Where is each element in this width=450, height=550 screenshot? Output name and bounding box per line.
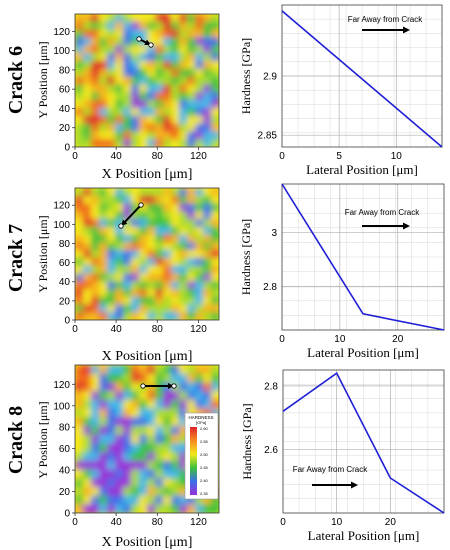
crack-indicator: [140, 383, 177, 389]
map-ytick-label: 0: [64, 509, 70, 520]
far-away-annotation: Far Away from Crack: [348, 15, 424, 24]
hardness-chart-crack-6: 0 5 10 2.85 2.9 Lateral Position [μm] Hardness…: [239, 4, 443, 177]
map-xtick-label: 120: [190, 517, 207, 528]
map-ytick-label: 80: [59, 423, 71, 434]
map-xtick-label: 80: [152, 151, 164, 162]
map-ytick-label: 100: [53, 220, 70, 231]
crack-label-6: Crack 6: [5, 46, 27, 114]
chart-xtick-label: 0: [280, 517, 286, 528]
map-ytick-label: 20: [59, 487, 71, 498]
map-ytick-label: 40: [59, 466, 71, 477]
chart-ytick-label: 2.85: [258, 131, 278, 142]
hardness-series-line: [281, 10, 443, 148]
colorbar-title: HARDNESS: [188, 415, 213, 420]
far-away-annotation: Far Away from Crack: [293, 465, 369, 474]
map-ytick-label: 0: [64, 316, 70, 327]
crack-indicator: [136, 36, 154, 48]
map-ytick-label: 60: [59, 444, 71, 455]
map-xtick-label: 0: [72, 517, 78, 528]
chart-xtick-label: 0: [279, 151, 285, 162]
map-xlabel-6: X Position [μm]: [102, 167, 193, 182]
chart-ytick-label: 3: [271, 228, 277, 239]
direction-arrow: [312, 481, 358, 489]
map-ytick-label: 60: [59, 85, 71, 96]
map-ytick-label: 20: [59, 296, 71, 307]
chart-frame: [281, 183, 445, 331]
chart-ytick-label: 2.8: [263, 282, 277, 293]
chart-xtick-label: 0: [279, 334, 285, 345]
direction-arrow: [362, 222, 410, 230]
colorbar: HARDNESS [GPa] 2.60 2.55 2.50 2.45 2.40 …: [184, 412, 219, 500]
map-xtick-label: 120: [190, 324, 207, 335]
crack-label-8: Crack 8: [5, 406, 27, 474]
map-ytick-label: 100: [53, 46, 70, 57]
map-ytick-label: 80: [59, 239, 71, 250]
hardness-map-crack-7: 0 40 80 120 0 20 40 60 80 100 120: [53, 187, 220, 335]
map-xlabel-8: X Position [μm]: [102, 535, 193, 550]
map-ylabel-7: Y Position [μm]: [36, 215, 50, 292]
chart-frame: [282, 369, 445, 514]
map-xtick-label: 80: [152, 517, 164, 528]
map-xtick-label: 0: [72, 151, 78, 162]
hardness-series-line: [282, 372, 445, 514]
map-ytick-label: 20: [59, 123, 71, 134]
colorbar-label: 2.40: [200, 478, 209, 483]
colorbar-label: 2.35: [200, 491, 209, 496]
chart-xlabel: Lateral Position [μm]: [308, 528, 420, 543]
chart-ylabel: Hardness [GPa]: [239, 38, 253, 114]
map-xtick-label: 40: [111, 517, 123, 528]
map-ytick-label: 100: [53, 401, 70, 412]
map-xtick-label: 80: [152, 324, 164, 335]
chart-grid: [282, 370, 444, 513]
chart-ytick-label: 2.6: [264, 445, 278, 456]
colorbar-unit: [GPa]: [196, 420, 206, 425]
chart-ytick-label: 2.8: [264, 381, 278, 392]
map-xtick-label: 120: [190, 151, 207, 162]
colorbar-label: 2.60: [200, 426, 209, 431]
colorbar-label: 2.55: [200, 439, 209, 444]
chart-xtick-label: 10: [391, 151, 403, 162]
map-xlabel-7: X Position [μm]: [102, 349, 193, 364]
map-ylabel-8: Y Position [μm]: [36, 401, 50, 478]
map-ytick-label: 120: [53, 27, 70, 38]
chart-frame: [281, 4, 443, 148]
map-ytick-label: 0: [64, 143, 70, 154]
chart-ylabel: Hardness [GPa]: [239, 219, 253, 295]
map-xtick-label: 40: [111, 151, 123, 162]
map-xtick-label: 0: [72, 324, 78, 335]
chart-xtick-label: 10: [331, 517, 343, 528]
crack-label-7: Crack 7: [5, 224, 27, 292]
map-ytick-label: 120: [53, 201, 70, 212]
chart-xtick-label: 20: [385, 517, 397, 528]
hardness-map-crack-6: 0 40 80 120 0 20 40 60 80 100 120: [53, 13, 220, 162]
chart-xtick-label: 20: [392, 334, 404, 345]
chart-ytick-label: 2.9: [263, 72, 277, 83]
chart-ylabel: Hardness [GPa]: [240, 403, 254, 479]
colorbar-label: 2.45: [200, 465, 209, 470]
map-ytick-label: 80: [59, 65, 71, 76]
chart-xtick-label: 5: [336, 151, 342, 162]
map-ylabel-6: Y Position [μm]: [36, 41, 50, 118]
crack-indicator: [118, 202, 144, 229]
map-ytick-label: 40: [59, 277, 71, 288]
chart-xtick-label: 10: [334, 334, 346, 345]
hardness-chart-crack-7: 0 10 20 2.8 3 Lateral Position [μm] Hardness […: [239, 183, 445, 360]
hardness-series-line: [281, 183, 445, 331]
map-ytick-label: 60: [59, 258, 71, 269]
chart-xlabel: Lateral Position [μm]: [306, 162, 418, 177]
hardness-chart-crack-8: 0 10 20 2.6 2.8 Lateral Position [μm] Hardness…: [240, 369, 445, 543]
map-ytick-label: 120: [53, 380, 70, 391]
chart-grid: [281, 184, 444, 330]
map-ytick-label: 40: [59, 104, 71, 115]
direction-arrow: [362, 26, 410, 34]
far-away-annotation: Far Away from Crack: [345, 208, 421, 217]
colorbar-label: 2.50: [200, 452, 209, 457]
chart-xlabel: Lateral Position [μm]: [307, 345, 419, 360]
map-xtick-label: 40: [111, 324, 123, 335]
